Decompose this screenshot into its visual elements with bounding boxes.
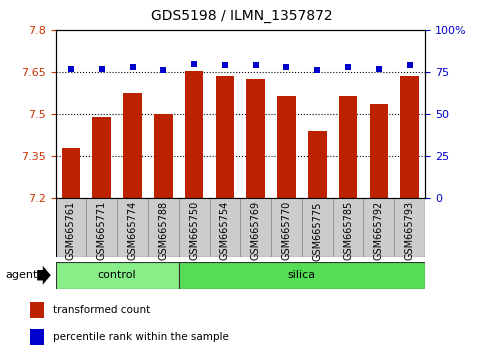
Text: agent: agent — [6, 270, 38, 280]
Bar — [179, 262, 425, 289]
Text: GSM665771: GSM665771 — [97, 201, 107, 261]
Bar — [148, 198, 179, 257]
Text: percentile rank within the sample: percentile rank within the sample — [53, 332, 228, 342]
Bar — [185, 71, 203, 198]
Bar — [246, 79, 265, 198]
Bar — [56, 262, 179, 289]
Text: GSM665785: GSM665785 — [343, 201, 353, 261]
Bar — [86, 198, 117, 257]
Bar — [179, 198, 210, 257]
Text: GSM665775: GSM665775 — [313, 201, 322, 261]
Bar — [364, 198, 394, 257]
Bar — [308, 131, 327, 198]
Bar — [277, 96, 296, 198]
Bar — [56, 198, 86, 257]
Text: silica: silica — [288, 270, 316, 280]
Bar — [339, 96, 357, 198]
Bar — [333, 198, 364, 257]
Bar — [92, 117, 111, 198]
Bar — [394, 198, 425, 257]
Bar — [369, 104, 388, 198]
FancyArrow shape — [37, 266, 51, 285]
Text: transformed count: transformed count — [53, 305, 150, 315]
Bar — [215, 76, 234, 198]
Text: GSM665788: GSM665788 — [158, 201, 168, 260]
Bar — [62, 148, 80, 198]
Bar — [210, 198, 240, 257]
Bar — [154, 114, 172, 198]
Bar — [117, 198, 148, 257]
Bar — [400, 76, 419, 198]
Text: GSM665754: GSM665754 — [220, 201, 230, 261]
Bar — [30, 329, 44, 345]
Bar — [302, 198, 333, 257]
Text: GSM665761: GSM665761 — [66, 201, 76, 260]
Bar — [123, 93, 142, 198]
Text: GSM665769: GSM665769 — [251, 201, 261, 260]
Bar — [240, 198, 271, 257]
Text: GDS5198 / ILMN_1357872: GDS5198 / ILMN_1357872 — [151, 9, 332, 23]
Text: GSM665750: GSM665750 — [189, 201, 199, 261]
Text: control: control — [98, 270, 136, 280]
Text: GSM665792: GSM665792 — [374, 201, 384, 261]
Text: GSM665793: GSM665793 — [405, 201, 414, 260]
Text: GSM665774: GSM665774 — [128, 201, 138, 261]
Text: GSM665770: GSM665770 — [282, 201, 291, 261]
Bar — [271, 198, 302, 257]
Bar — [30, 302, 44, 318]
